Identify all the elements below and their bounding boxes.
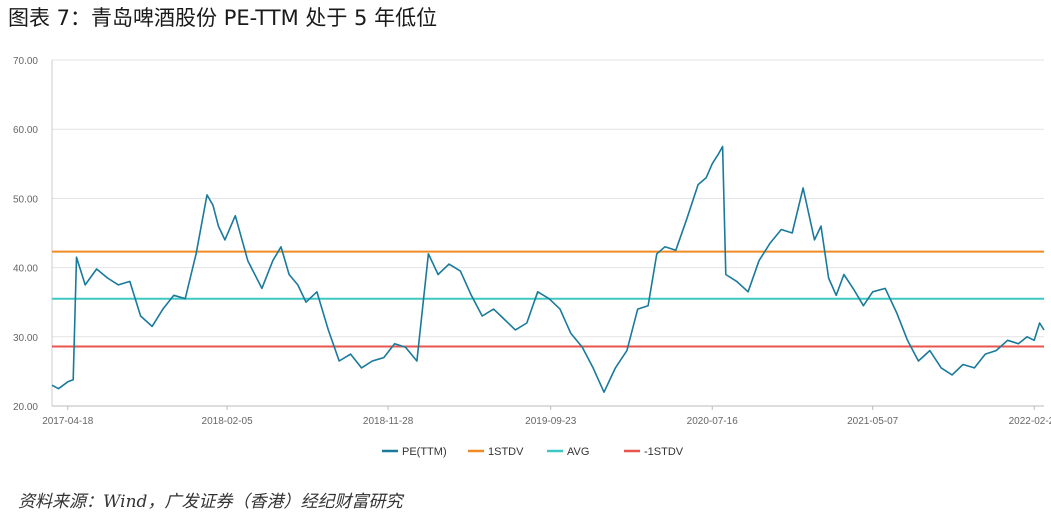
x-tick-label: 2018-02-05 [202, 416, 254, 427]
series-line-pe-ttm [51, 145, 1045, 394]
series-lines [51, 145, 1045, 394]
y-tick-label: 60.00 [13, 125, 38, 136]
legend: PE(TTM) 1STDV AVG -1STDV [382, 446, 684, 458]
legend-label: 1STDV [488, 446, 524, 458]
legend-label: -1STDV [644, 446, 684, 458]
x-tick-label: 2022-02-28 [1009, 416, 1051, 427]
legend-label: PE(TTM) [402, 446, 447, 458]
y-tick-label: 70.00 [13, 56, 38, 67]
legend-label: AVG [567, 446, 589, 458]
chart-title: 图表 7：青岛啤酒股份 PE-TTM 处于 5 年低位 [8, 6, 438, 30]
source-note: 资料来源：Wind，广发证券（香港）经纪财富研究 [18, 492, 403, 512]
y-tick-label: 30.00 [13, 333, 38, 344]
y-axis: 20.00 30.00 40.00 50.00 60.00 70.00 [13, 56, 53, 413]
x-axis: 2017-04-18 2018-02-05 2018-11-28 2019-09-23… [42, 405, 1051, 427]
x-tick-label: 2019-09-23 [525, 416, 577, 427]
x-tick-label: 2017-04-18 [42, 416, 94, 427]
x-tick-label: 2018-11-28 [363, 416, 414, 427]
x-tick-label: 2020-07-16 [687, 416, 739, 427]
grid-lines [52, 59, 1044, 407]
x-tick-label: 2021-05-07 [847, 416, 899, 427]
y-tick-label: 20.00 [13, 402, 38, 413]
y-tick-label: 50.00 [13, 194, 38, 205]
y-tick-label: 40.00 [13, 264, 38, 275]
